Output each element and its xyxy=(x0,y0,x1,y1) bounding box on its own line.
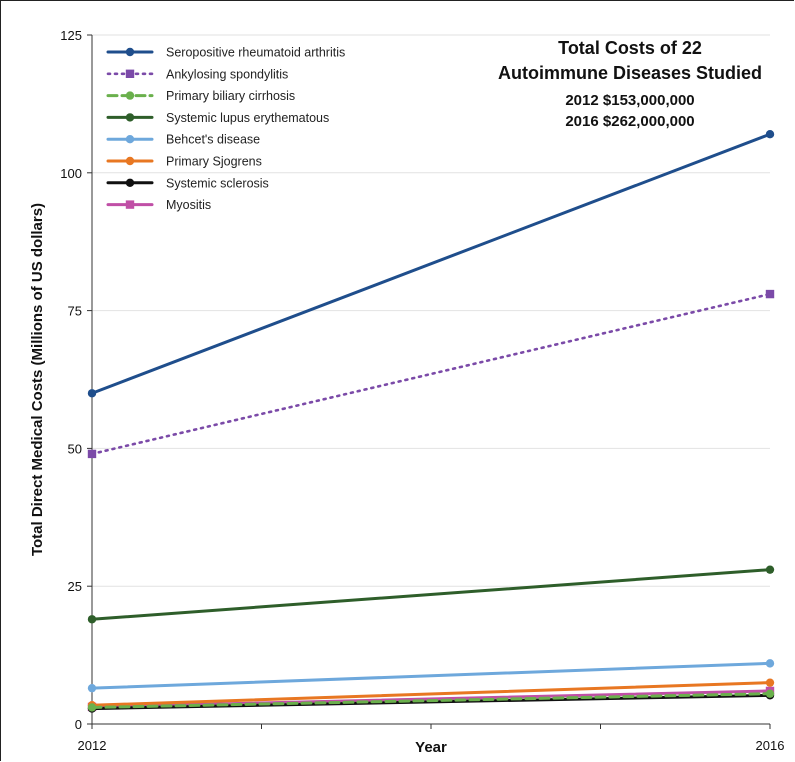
legend-marker xyxy=(125,47,135,57)
legend-marker xyxy=(125,69,135,78)
legend-label: Behcet's disease xyxy=(166,133,260,147)
legend-marker xyxy=(125,156,135,166)
legend-label: Myositis xyxy=(166,198,211,212)
data-point xyxy=(87,683,97,693)
data-point xyxy=(765,689,775,698)
annotation-title: Autoimmune Diseases Studied xyxy=(498,63,762,83)
y-tick-label: 25 xyxy=(68,579,82,594)
y-axis-title: Total Direct Medical Costs (Millions of … xyxy=(29,203,46,556)
x-tick-label: 2016 xyxy=(756,738,785,753)
annotation-title: Total Costs of 22 xyxy=(558,38,702,58)
data-point xyxy=(765,565,775,574)
legend-marker xyxy=(125,113,135,122)
data-point xyxy=(765,130,775,139)
y-tick-label: 0 xyxy=(75,717,82,732)
y-tick-label: 100 xyxy=(60,166,82,181)
x-tick-label: 2012 xyxy=(78,738,107,753)
series-line xyxy=(90,132,772,395)
data-point xyxy=(87,703,97,712)
series-line xyxy=(90,568,772,621)
legend-label: Systemic sclerosis xyxy=(166,176,269,190)
series-line xyxy=(90,661,772,690)
legend-label: Primary biliary cirrhosis xyxy=(166,89,295,103)
data-point xyxy=(87,389,97,398)
legend-marker xyxy=(125,178,135,187)
legend-marker xyxy=(125,200,135,209)
series-line xyxy=(90,692,772,709)
legend-label: Seropositive rheumatoid arthritis xyxy=(166,46,345,60)
annotation-total: 2012 $153,000,000 xyxy=(565,92,694,109)
legend-label: Ankylosing spondylitis xyxy=(166,67,288,81)
legend-marker xyxy=(125,135,135,144)
data-point xyxy=(765,289,775,299)
y-tick-label: 125 xyxy=(60,28,82,43)
x-axis-title: Year xyxy=(415,739,447,756)
annotation-total: 2016 $262,000,000 xyxy=(565,113,694,130)
data-point xyxy=(765,659,775,668)
legend-label: Primary Sjogrens xyxy=(166,155,262,169)
series-line xyxy=(90,681,772,707)
y-tick-label: 50 xyxy=(68,441,82,456)
legend-label: Systemic lupus erythematous xyxy=(166,111,329,125)
series-line xyxy=(90,292,772,456)
y-tick-label: 75 xyxy=(68,304,82,319)
data-point xyxy=(765,678,775,687)
data-point xyxy=(87,615,97,624)
legend-marker xyxy=(125,91,135,100)
data-point xyxy=(87,449,97,459)
